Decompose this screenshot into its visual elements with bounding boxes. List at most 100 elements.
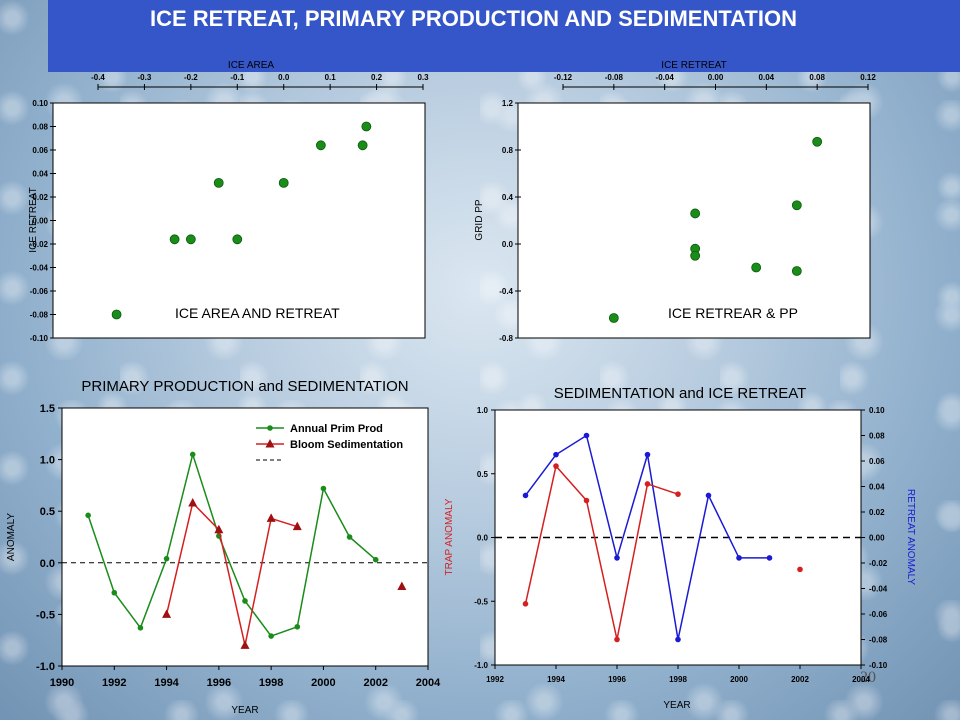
y-tick-label: -0.06 xyxy=(30,287,49,296)
bloom-sed-point xyxy=(214,524,224,534)
scatter-point xyxy=(315,140,326,151)
y-tick-label: 0.04 xyxy=(32,170,48,179)
x-tick-label: -0.08 xyxy=(605,73,624,82)
retreat-point xyxy=(522,492,529,499)
scatter-point xyxy=(690,208,701,219)
pp-sed-panel xyxy=(61,407,429,667)
retreat-point xyxy=(614,555,620,561)
x-tick-label: 0.2 xyxy=(371,73,383,82)
legend-prim-prod-label: Annual Prim Prod xyxy=(290,423,383,435)
x-tick-label: -0.3 xyxy=(138,73,152,82)
retreat-point xyxy=(736,555,742,561)
y-tick-label: 0.5 xyxy=(477,470,489,479)
sed-retreat-title: SEDIMENTATION and ICE RETREAT xyxy=(554,385,807,402)
y-right-tick-label: 0.02 xyxy=(869,508,885,517)
x-tick-label: 1998 xyxy=(259,677,283,689)
scatter-point xyxy=(357,140,368,151)
scatter-point xyxy=(232,234,243,245)
x-tick-label: 2002 xyxy=(791,675,809,684)
y-tick-label: -1.0 xyxy=(474,661,488,670)
bloom-sed-point xyxy=(188,497,198,507)
y-tick-label: -0.8 xyxy=(499,334,513,343)
y-tick-label: 1.0 xyxy=(40,455,55,467)
prim-prod-line xyxy=(87,451,377,637)
trap-point xyxy=(675,491,681,497)
prim-prod-point xyxy=(189,451,196,458)
ice-retreat-top-title: ICE RETREAT xyxy=(661,60,726,71)
ice-area-inset-label: ICE AREA AND RETREAT xyxy=(175,305,340,321)
scatter-point xyxy=(185,234,196,245)
x-tick-label: 0.04 xyxy=(759,73,775,82)
retreat-point xyxy=(705,492,712,499)
y-tick-label: -0.5 xyxy=(36,609,55,621)
y-right-tick-label: 0.04 xyxy=(869,483,885,492)
y-right-tick-label: 0.00 xyxy=(869,534,885,543)
y-right-tick-label: -0.04 xyxy=(869,585,888,594)
ice-retreat-pp-inset-label: ICE RETREAR & PP xyxy=(668,305,798,321)
x-tick-label: -0.12 xyxy=(554,73,573,82)
scatter-point xyxy=(608,313,619,323)
y-tick-label: 0.08 xyxy=(32,123,48,132)
trap-anomaly-ylabel: TRAP ANOMALY xyxy=(444,498,455,575)
bloom-sed-point xyxy=(397,581,407,591)
y-tick-label: 0.00 xyxy=(32,217,48,226)
trap-line xyxy=(524,464,679,640)
retreat-point xyxy=(675,636,681,643)
trap-point xyxy=(583,497,590,504)
y-tick-label: -0.08 xyxy=(30,311,49,320)
y-right-tick-label: 0.06 xyxy=(869,457,885,466)
x-tick-label: 1994 xyxy=(547,675,565,684)
trap-point xyxy=(797,566,803,573)
x-tick-label: 2000 xyxy=(311,677,335,689)
x-tick-label: -0.1 xyxy=(230,73,244,82)
bloom-sed-line xyxy=(165,501,298,646)
ice-retreat-ylabel: ICE RETREAT xyxy=(28,187,39,252)
x-tick-label: 1996 xyxy=(608,675,626,684)
x-tick-label: 1990 xyxy=(50,677,74,689)
trap-point xyxy=(553,463,559,469)
x-tick-label: 0.1 xyxy=(325,73,337,82)
y-tick-label: 0.4 xyxy=(502,193,514,202)
pp-sed-title: PRIMARY PRODUCTION and SEDIMENTATION xyxy=(81,378,408,395)
y-right-tick-label: 0.10 xyxy=(869,406,885,415)
y-tick-label: 0.0 xyxy=(502,240,514,249)
scatter-point xyxy=(169,234,180,245)
x-tick-label: 1996 xyxy=(207,677,231,689)
pp-sed-xlabel: YEAR xyxy=(231,705,258,716)
x-tick-label: 1998 xyxy=(669,675,687,684)
grid-pp-ylabel: GRID PP xyxy=(474,199,485,240)
retreat-point xyxy=(644,451,651,458)
prim-prod-point xyxy=(268,633,274,639)
trap-point xyxy=(614,636,620,643)
x-tick-label: 0.3 xyxy=(417,73,429,82)
page-number: 20 xyxy=(860,669,876,686)
y-tick-label: 1.0 xyxy=(477,406,489,415)
bloom-sed-point xyxy=(266,513,276,522)
legend-bloom-marker xyxy=(265,439,275,448)
scatter-point xyxy=(278,177,289,188)
prim-prod-point xyxy=(111,589,118,596)
prim-prod-point xyxy=(163,555,170,562)
x-tick-label: 2004 xyxy=(416,677,441,689)
y-tick-label: -0.02 xyxy=(30,240,49,249)
y-tick-label: -1.0 xyxy=(36,661,55,673)
y-tick-label: 1.2 xyxy=(502,99,514,108)
y-tick-label: -0.5 xyxy=(474,597,488,606)
bloom-sed-point xyxy=(162,609,172,618)
y-tick-label: 1.5 xyxy=(40,403,55,415)
x-tick-label: 2000 xyxy=(730,675,748,684)
trap-point xyxy=(644,481,651,487)
scatter-point xyxy=(791,200,802,211)
x-tick-label: 0.00 xyxy=(708,73,724,82)
retreat-point xyxy=(766,555,773,561)
y-right-tick-label: -0.02 xyxy=(869,559,888,568)
legend-prim-prod-marker xyxy=(267,425,273,431)
x-tick-label: 1992 xyxy=(102,677,126,689)
prim-prod-point xyxy=(137,625,144,631)
y-tick-label: 0.8 xyxy=(502,146,514,155)
y-tick-label: 0.5 xyxy=(40,506,55,518)
prim-prod-point xyxy=(85,512,91,519)
bloom-sed-point xyxy=(292,521,302,531)
scatter-point xyxy=(751,262,762,273)
prim-prod-point xyxy=(372,556,379,563)
